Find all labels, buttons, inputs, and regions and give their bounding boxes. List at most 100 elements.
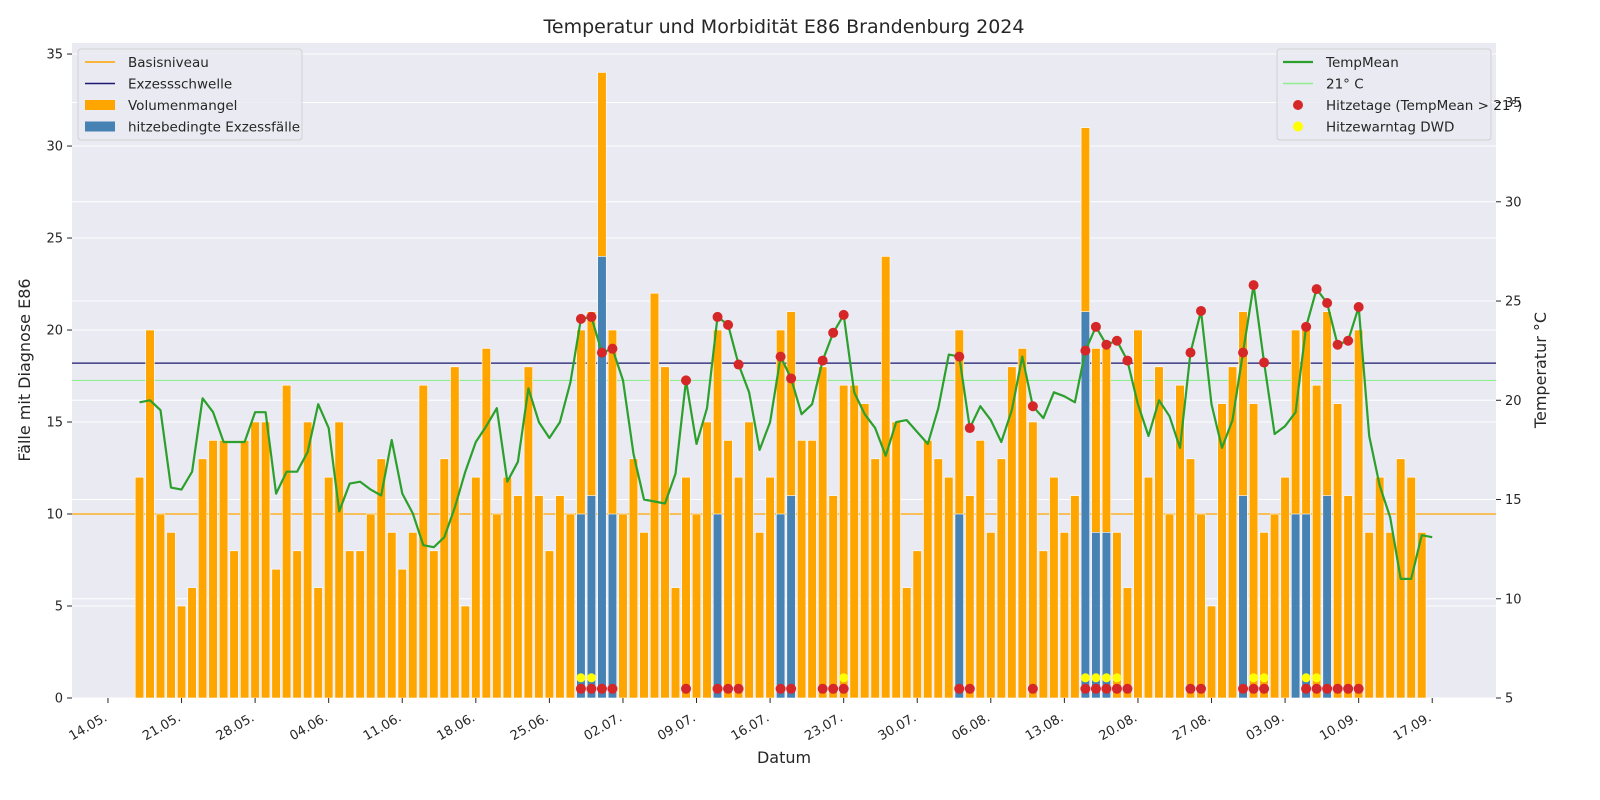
bar-excess: [607, 513, 618, 699]
hot-day-marker: [681, 375, 692, 386]
x-tick-label: 13.08.: [1023, 710, 1066, 744]
hot-day-base-marker: [712, 683, 723, 694]
bar-volume: [208, 440, 218, 699]
bar-volume: [1164, 513, 1175, 699]
bar-volume: [1354, 329, 1364, 699]
bar-volume: [1007, 366, 1017, 699]
bar-volume: [429, 550, 439, 699]
marker-series: [575, 280, 1364, 694]
bar-volume: [1028, 421, 1038, 699]
hot-day-base-marker: [723, 683, 734, 694]
left-axis: 0 5 10 15 20 25 30 35: [46, 48, 72, 707]
bar-volume: [1385, 532, 1395, 699]
hot-day-base-marker: [1122, 683, 1133, 694]
legend-right-label: Hitzetage (TempMean > 21°): [1326, 98, 1522, 114]
bar-volume: [839, 384, 849, 699]
hot-day-marker: [1185, 347, 1196, 358]
bar-series: [134, 72, 1427, 699]
x-tick-label: 27.08.: [1170, 710, 1213, 744]
bar-volume: [1217, 403, 1227, 699]
left-tick-label: 0: [55, 692, 63, 707]
hot-day-marker: [1311, 284, 1322, 295]
bar-volume: [986, 532, 996, 699]
hot-day-base-marker: [1259, 683, 1270, 694]
bar-volume: [933, 458, 943, 699]
right-tick-label: 30: [1505, 195, 1522, 210]
temp-mean-line: [139, 284, 1433, 581]
bar-volume: [807, 440, 817, 699]
bar-volume: [261, 421, 271, 699]
bar-volume: [345, 550, 355, 699]
dwd-warning-marker: [586, 673, 596, 683]
hot-day-marker: [1101, 339, 1112, 350]
bar-volume: [1049, 476, 1059, 699]
hot-day-marker: [1027, 401, 1038, 412]
temperature-series: [139, 284, 1433, 581]
bar-volume: [1280, 476, 1290, 699]
hot-day-base-marker: [1101, 683, 1112, 694]
bar-volume: [240, 440, 250, 699]
bar-volume: [187, 587, 197, 699]
legend-left-label: Basisniveau: [128, 55, 209, 71]
hot-day-base-marker: [1322, 683, 1333, 694]
hot-day-marker: [964, 423, 975, 434]
hot-day-base-marker: [954, 683, 965, 694]
hot-day-base-marker: [1343, 683, 1354, 694]
hot-day-base-marker: [586, 683, 597, 694]
hot-day-marker: [1080, 345, 1091, 356]
right-tick-label: 35: [1505, 96, 1522, 111]
hot-day-marker: [575, 313, 586, 324]
hot-day-base-marker: [964, 683, 975, 694]
x-tick-label: 02.07.: [582, 710, 625, 744]
legend-right: TempMean 21° C Hitzetage (TempMean > 21°) H…: [1276, 48, 1522, 141]
bar-volume: [271, 568, 281, 699]
bar-volume: [387, 532, 397, 699]
hot-day-base-marker: [1196, 683, 1207, 694]
left-tick-label: 35: [46, 48, 63, 63]
bar-excess: [576, 513, 586, 699]
left-tick-label: 15: [46, 416, 63, 431]
dwd-warning-marker: [1249, 673, 1259, 683]
hot-day-marker: [1248, 280, 1259, 291]
bar-volume: [197, 458, 208, 699]
bar-volume: [681, 476, 691, 699]
bar-volume: [1364, 532, 1374, 699]
hot-day-marker: [954, 351, 965, 362]
hot-day-base-marker: [1027, 683, 1038, 694]
hot-day-base-marker: [817, 683, 828, 694]
x-tick-label: 16.07.: [729, 710, 772, 744]
dwd-warning-marker: [576, 673, 586, 683]
bar-excess: [1080, 311, 1090, 699]
bar-volume: [1343, 495, 1353, 699]
hot-day-marker: [1353, 301, 1364, 312]
bar-volume: [1175, 384, 1185, 699]
bar-volume: [1154, 366, 1164, 699]
hot-day-base-marker: [1248, 683, 1259, 694]
hot-day-base-marker: [596, 683, 607, 694]
bar-volume: [471, 476, 481, 699]
hot-day-base-marker: [1080, 683, 1091, 694]
x-tick-label: 20.08.: [1097, 710, 1140, 744]
bar-volume: [218, 440, 229, 699]
x-tick-label: 11.06.: [361, 710, 404, 744]
legend-left-label: hitzebedingte Exzessfälle: [128, 120, 300, 136]
y-axis-label-right: Temperatur °C: [1531, 312, 1550, 429]
bar-volume: [282, 384, 292, 699]
bar-volume: [1269, 513, 1280, 699]
hot-day-base-marker: [1238, 683, 1249, 694]
x-tick-label: 21.05.: [140, 710, 183, 744]
bar-volume: [1122, 587, 1133, 699]
right-tick-label: 15: [1505, 493, 1522, 508]
hot-day-marker: [712, 311, 723, 322]
bar-volume: [660, 366, 670, 699]
bar-volume: [944, 476, 954, 699]
bar-volume: [1185, 458, 1196, 699]
dwd-warning-marker: [1080, 673, 1090, 683]
bar-volume: [134, 476, 145, 699]
hot-day-base-marker: [1311, 683, 1322, 694]
bar-volume: [1248, 403, 1259, 699]
bar-excess: [776, 513, 786, 699]
bar-volume: [618, 513, 628, 699]
x-axis-label: Datum: [757, 748, 811, 767]
left-tick-label: 30: [46, 140, 63, 155]
